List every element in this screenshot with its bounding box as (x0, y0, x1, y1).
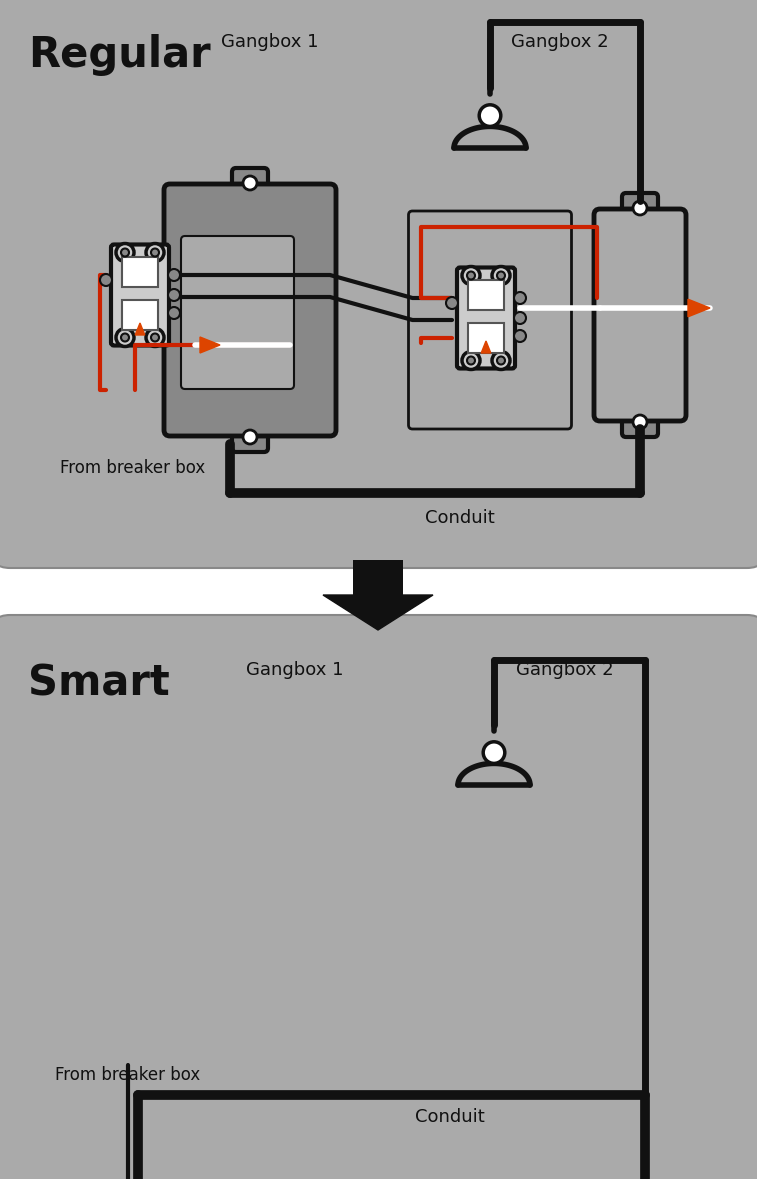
Bar (353, 560, 403, 600)
FancyBboxPatch shape (409, 211, 572, 429)
FancyBboxPatch shape (0, 615, 757, 1179)
Circle shape (467, 356, 475, 364)
FancyBboxPatch shape (622, 193, 658, 223)
FancyBboxPatch shape (232, 167, 268, 198)
FancyBboxPatch shape (457, 268, 515, 369)
Circle shape (168, 307, 180, 320)
Circle shape (116, 329, 134, 347)
Circle shape (497, 271, 505, 279)
Circle shape (168, 269, 180, 281)
Circle shape (168, 289, 180, 301)
Circle shape (514, 292, 526, 304)
Polygon shape (688, 299, 710, 317)
Circle shape (100, 274, 112, 286)
Text: Smart: Smart (28, 661, 170, 704)
Bar (468, 279, 504, 310)
Circle shape (116, 244, 134, 262)
Circle shape (514, 312, 526, 324)
Circle shape (467, 271, 475, 279)
Text: Conduit: Conduit (415, 1108, 485, 1126)
Circle shape (479, 105, 501, 126)
Polygon shape (136, 323, 145, 335)
Circle shape (151, 334, 159, 342)
Circle shape (492, 266, 510, 284)
Circle shape (243, 430, 257, 444)
FancyBboxPatch shape (111, 244, 169, 345)
Bar (122, 299, 158, 330)
FancyBboxPatch shape (181, 236, 294, 389)
FancyBboxPatch shape (0, 0, 757, 568)
Text: Conduit: Conduit (425, 509, 495, 527)
Text: Regular: Regular (28, 34, 210, 75)
FancyBboxPatch shape (622, 407, 658, 437)
Text: Gangbox 2: Gangbox 2 (516, 661, 614, 679)
Circle shape (446, 297, 458, 309)
Bar (468, 323, 504, 353)
FancyBboxPatch shape (164, 184, 336, 436)
Text: Gangbox 1: Gangbox 1 (221, 33, 319, 51)
Circle shape (497, 356, 505, 364)
Bar (122, 257, 158, 286)
Circle shape (633, 200, 647, 215)
FancyBboxPatch shape (232, 422, 268, 452)
Circle shape (492, 351, 510, 369)
Text: Gangbox 2: Gangbox 2 (511, 33, 609, 51)
Circle shape (462, 351, 480, 369)
Polygon shape (323, 595, 433, 630)
Text: From breaker box: From breaker box (60, 459, 205, 477)
Circle shape (483, 742, 505, 763)
Circle shape (146, 244, 164, 262)
Circle shape (146, 329, 164, 347)
Circle shape (514, 330, 526, 342)
Circle shape (151, 249, 159, 257)
Text: Gangbox 1: Gangbox 1 (246, 661, 344, 679)
Circle shape (121, 249, 129, 257)
FancyBboxPatch shape (594, 209, 686, 421)
Circle shape (462, 266, 480, 284)
Polygon shape (200, 337, 220, 353)
Circle shape (121, 334, 129, 342)
Text: From breaker box: From breaker box (55, 1066, 201, 1084)
Polygon shape (481, 341, 491, 353)
Circle shape (243, 176, 257, 190)
Circle shape (633, 415, 647, 429)
